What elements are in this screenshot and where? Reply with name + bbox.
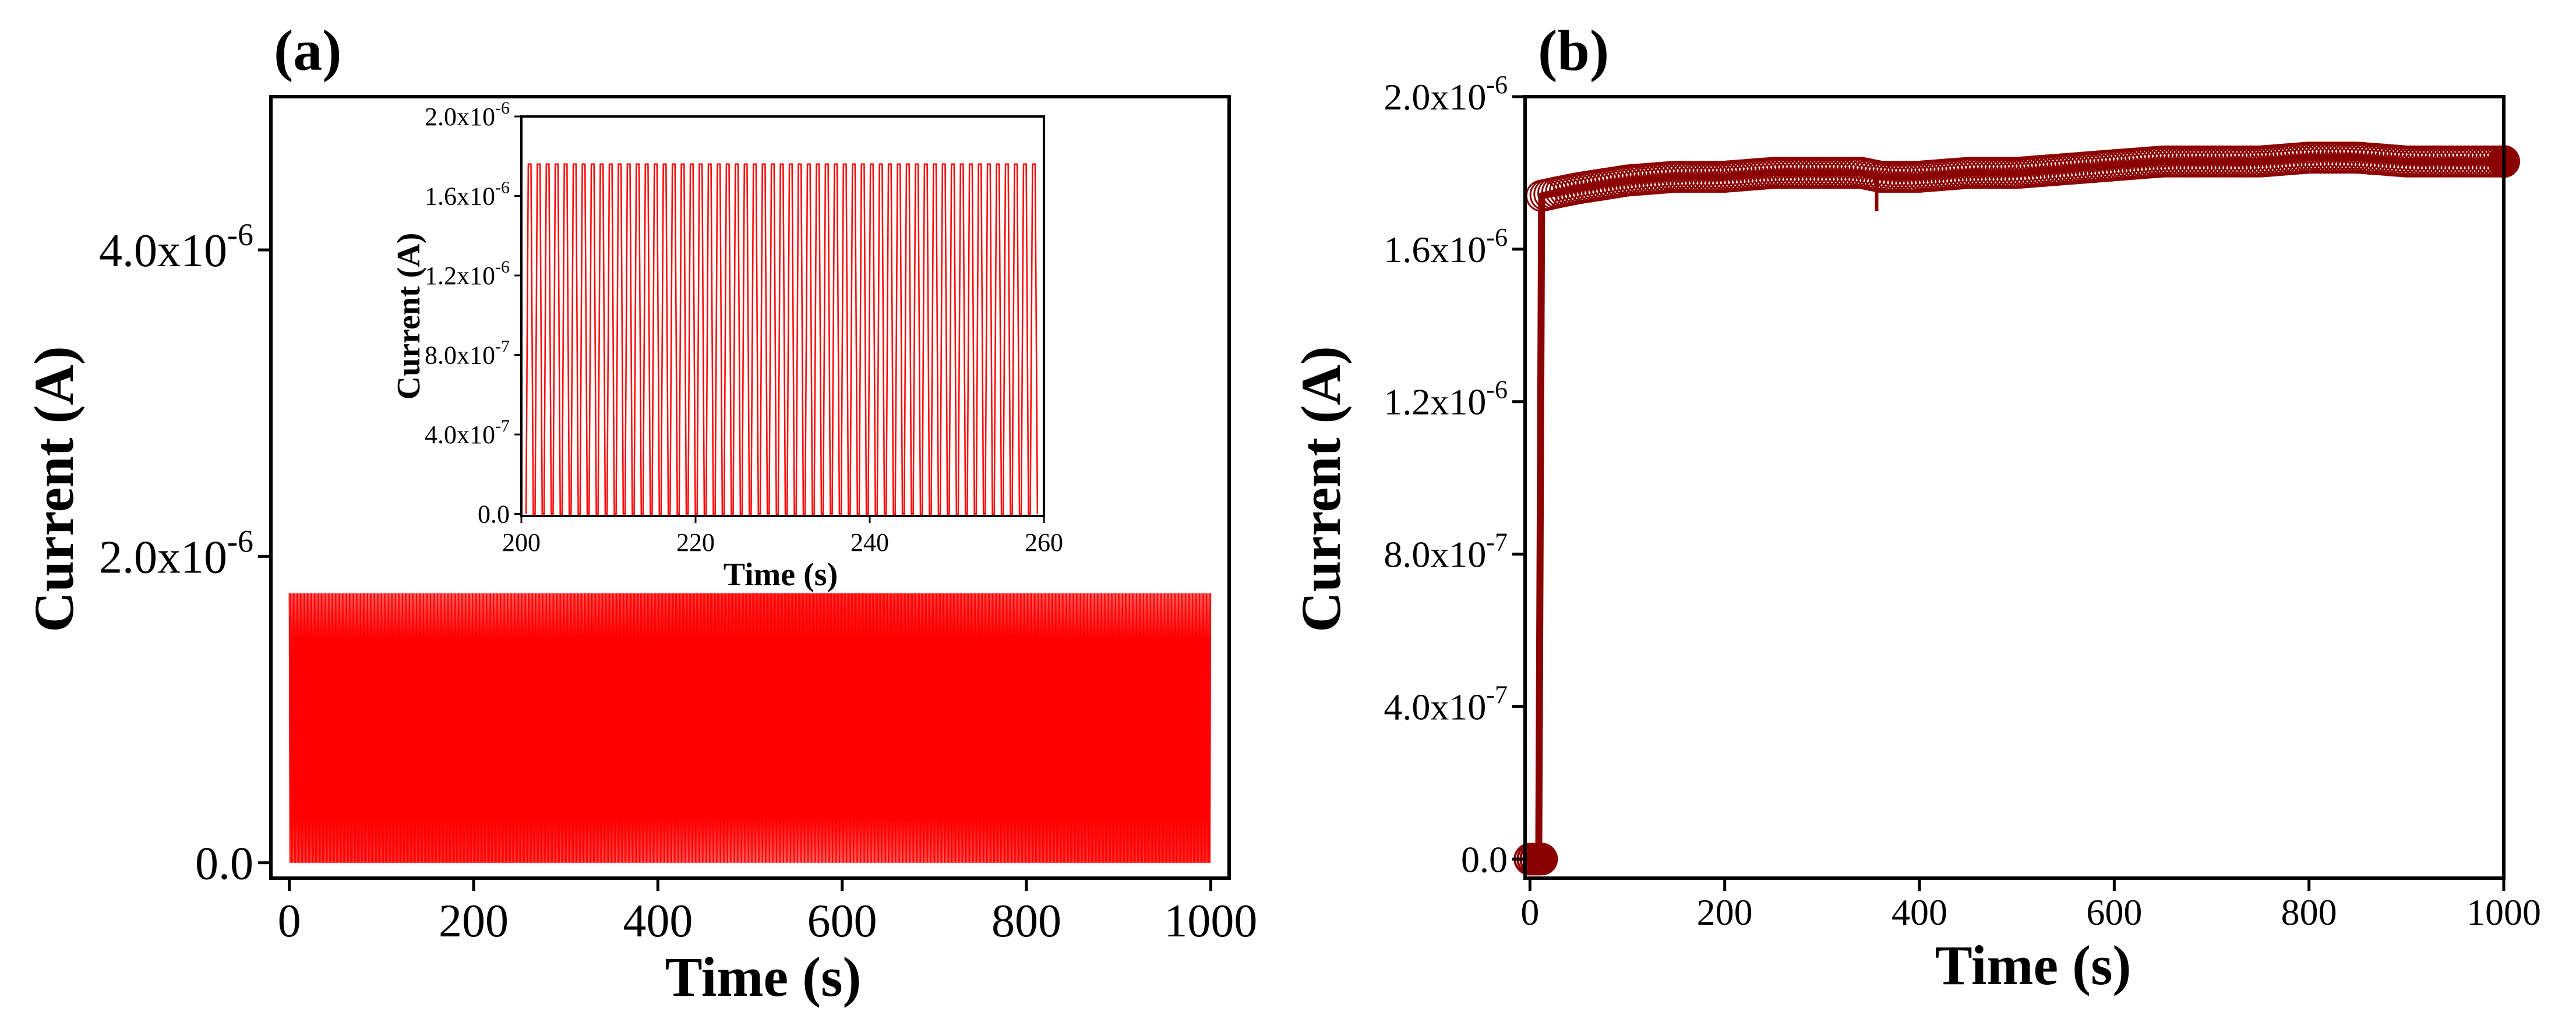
inset-y-tick-label: 4.0x10-7 — [425, 416, 510, 449]
inset-y-tick-label: 1.6x10-6 — [425, 178, 510, 211]
inset-x-tick-label: 260 — [1025, 528, 1063, 557]
inset-x-tick-label: 240 — [851, 528, 889, 557]
panel-a-frame — [269, 95, 1231, 880]
panel-b-ticks: 0 200 400 600 800 1000 0.0 4.0x10-7 8.0x10-7 1.2x… — [1384, 70, 2541, 933]
panel-b-x-tick-label: 0 — [1520, 892, 1539, 933]
panel-a-x-tick-label: 0 — [278, 896, 301, 947]
panel-b-y-tick-label: 1.2x10-6 — [1384, 376, 1508, 423]
panel-a-ticks: 0 200 400 600 800 1000 0.0 2.0x10-6 4.0x10-6 — [99, 217, 1257, 947]
inset-y-tick-label: 0.0 — [478, 500, 510, 529]
panel-b-trace-group — [1513, 142, 2520, 876]
panel-a: (a) 0 200 400 600 800 1000 0.0 2.0x10-6 4.0x10-6… — [23, 18, 1257, 1008]
panel-a-series-photoresponse — [288, 593, 1212, 863]
panel-a-trace-group — [288, 593, 1212, 863]
inset-y-tick-label: 1.2x10-6 — [425, 257, 510, 290]
panel-b: (b) 0 200 400 600 800 1000 0.0 4.0x10-7 8.0x10-7… — [1290, 18, 2541, 996]
panel-b-x-tick-label: 400 — [1892, 892, 1947, 933]
inset-ticks: 200 220 240 260 0.0 4.0x10-7 8.0x10-7 1.2x10-6 1… — [425, 98, 1063, 557]
inset-x-axis-title: Time (s) — [724, 557, 838, 593]
panel-a-x-tick-label: 600 — [807, 896, 877, 947]
panel-a-x-axis-title: Time (s) — [665, 946, 862, 1008]
panel-a-x-tick-label: 400 — [623, 896, 693, 947]
inset-series-zoom — [525, 163, 1039, 515]
panel-a-y-tick-label: 4.0x10-6 — [99, 217, 253, 277]
panel-b-label: (b) — [1538, 18, 1609, 83]
panel-b-y-axis-title: Current (A) — [1290, 346, 1352, 632]
panel-a-x-tick-label: 800 — [991, 896, 1061, 947]
inset-y-axis-title: Current (A) — [391, 233, 427, 400]
panel-b-x-tick-label: 1000 — [2466, 892, 2541, 933]
panel-b-series-line — [1529, 154, 2504, 863]
inset-trace-group — [525, 163, 1039, 515]
panel-a-y-axis-title: Current (A) — [23, 346, 85, 632]
panel-b-y-tick-label: 8.0x10-7 — [1384, 528, 1508, 575]
panel-b-data-point — [1525, 843, 1558, 876]
panel-b-x-tick-label: 600 — [2086, 892, 2142, 933]
inset-x-tick-label: 200 — [502, 528, 541, 557]
inset-x-tick-label: 220 — [676, 528, 715, 557]
panel-b-y-tick-label: 0.0 — [1461, 839, 1508, 880]
panel-a-y-tick-label: 0.0 — [195, 839, 253, 890]
panel-b-frame — [1523, 95, 2506, 880]
panel-a-inset: 200 220 240 260 0.0 4.0x10-7 8.0x10-7 1.2x10-6 1… — [391, 98, 1063, 593]
inset-y-tick-label: 8.0x10-7 — [425, 337, 510, 370]
inset-y-tick-label: 2.0x10-6 — [425, 98, 510, 131]
inset-frame — [520, 115, 1045, 517]
panel-a-x-tick-label: 200 — [439, 896, 509, 947]
panel-b-y-tick-label: 4.0x10-7 — [1384, 680, 1508, 727]
panel-a-y-tick-label: 2.0x10-6 — [99, 524, 253, 583]
panel-a-label: (a) — [274, 18, 342, 83]
panel-b-x-tick-label: 800 — [2281, 892, 2337, 933]
panel-b-x-axis-title: Time (s) — [1935, 934, 2132, 996]
panel-b-y-tick-label: 2.0x10-6 — [1384, 70, 1508, 118]
panel-a-x-tick-label: 1000 — [1164, 896, 1257, 947]
panel-b-x-tick-label: 200 — [1697, 892, 1753, 933]
panel-b-y-tick-label: 1.6x10-6 — [1384, 223, 1508, 270]
